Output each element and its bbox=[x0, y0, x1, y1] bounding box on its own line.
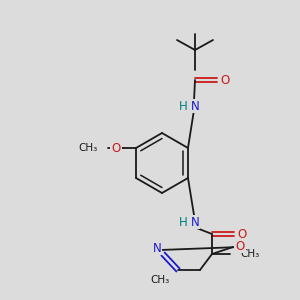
Text: O: O bbox=[236, 239, 244, 253]
Text: N: N bbox=[153, 242, 161, 254]
Text: N: N bbox=[190, 100, 200, 112]
Text: O: O bbox=[111, 142, 121, 154]
Text: N: N bbox=[190, 215, 200, 229]
Text: H: H bbox=[178, 215, 188, 229]
Text: CH₃: CH₃ bbox=[150, 275, 170, 285]
Text: O: O bbox=[220, 74, 230, 86]
Text: O: O bbox=[237, 227, 247, 241]
Text: CH₃: CH₃ bbox=[79, 143, 98, 153]
Text: H: H bbox=[178, 100, 188, 112]
Text: CH₃: CH₃ bbox=[240, 249, 259, 259]
